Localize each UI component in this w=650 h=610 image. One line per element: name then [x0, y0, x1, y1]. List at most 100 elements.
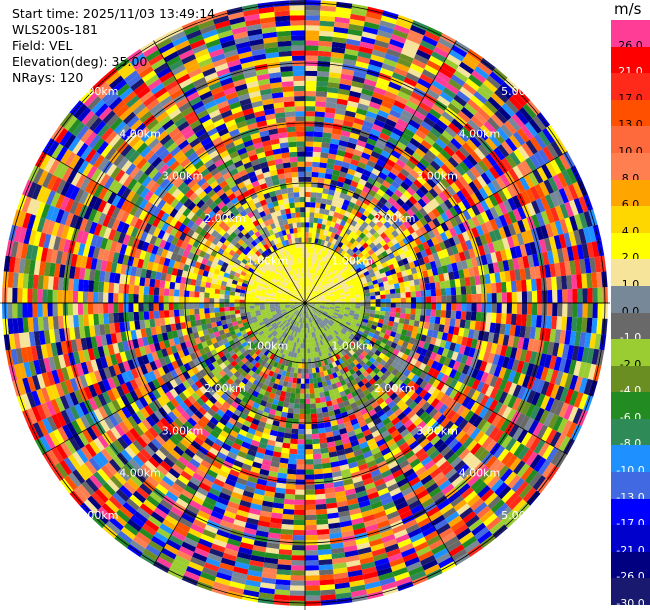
radar-gate: [317, 382, 323, 388]
radar-gate: [272, 331, 278, 337]
radar-gate: [366, 438, 377, 446]
radar-gate: [501, 186, 512, 200]
radar-gate: [497, 106, 512, 121]
radar-gate: [236, 404, 245, 413]
radar-gate: [331, 285, 337, 290]
radar-gate: [449, 368, 458, 379]
radar-gate: [545, 429, 557, 445]
radar-gate: [312, 156, 321, 163]
radar-gate: [185, 532, 201, 543]
radar-gate: [348, 289, 355, 294]
radar-gate: [419, 171, 430, 182]
radar-gate: [398, 282, 405, 288]
radar-gate: [238, 381, 246, 389]
radar-gate: [474, 66, 490, 80]
radar-gate: [524, 267, 531, 280]
radar-gate: [327, 446, 337, 453]
radar-gate: [375, 356, 383, 364]
radar-gate: [329, 532, 343, 539]
radar-gate: [479, 394, 490, 407]
radar-gate: [263, 356, 270, 363]
radar-gate: [388, 154, 399, 164]
radar-gate: [383, 280, 389, 287]
radar-gate: [485, 209, 495, 221]
radar-gate: [292, 529, 305, 536]
radar-gate: [548, 236, 557, 251]
radar-gate: [380, 224, 388, 232]
radar-gate: [393, 317, 400, 323]
radar-gate: [415, 188, 426, 199]
radar-gate: [306, 277, 308, 283]
radar-gate: [422, 35, 438, 47]
radar-gate: [286, 412, 294, 419]
radar-gate: [126, 478, 140, 491]
radar-gate: [326, 315, 332, 320]
radar-gates: [2, 0, 608, 606]
radar-gate: [322, 365, 327, 372]
radar-gate: [333, 322, 339, 327]
radar-gate: [325, 270, 331, 276]
radar-gate: [596, 318, 603, 335]
radar-gate: [504, 270, 511, 282]
radar-gate: [279, 342, 285, 348]
radar-gate: [194, 547, 210, 558]
radar-gate: [458, 222, 467, 234]
radar-gate: [399, 313, 406, 319]
radar-gate: [108, 458, 122, 472]
radar-gate: [313, 357, 318, 363]
radar-gate: [479, 234, 488, 246]
radar-gate: [370, 543, 385, 552]
radar-gate: [333, 292, 340, 296]
radar-gate: [455, 243, 464, 254]
radar-gate: [325, 497, 337, 504]
radar-gate: [139, 407, 150, 419]
radar-gate: [271, 336, 277, 343]
radar-gate: [402, 43, 418, 54]
radar-gate: [354, 187, 363, 195]
radar-gate: [424, 283, 431, 291]
radar-gate: [318, 293, 324, 297]
radar-gate: [344, 194, 353, 202]
radar-gate: [408, 319, 415, 327]
radar-gate: [207, 408, 216, 417]
radar-gate: [370, 447, 381, 456]
radar-gate: [314, 331, 318, 337]
radar-gate: [348, 287, 354, 292]
radar-gate: [288, 453, 298, 460]
radar-gate: [556, 316, 563, 330]
radar-gate: [381, 469, 393, 479]
radar-gate: [435, 205, 445, 215]
radar-gate: [324, 117, 335, 124]
radar-gate: [339, 296, 346, 300]
radar-gate: [295, 489, 305, 495]
radar-gate: [342, 286, 349, 291]
radar-gate: [387, 217, 396, 226]
radar-gate: [438, 527, 454, 540]
radar-gate: [361, 472, 372, 481]
radar-gate: [556, 276, 563, 290]
radar-gate: [306, 262, 310, 268]
radar-gate: [434, 316, 441, 325]
radar-gate: [320, 315, 325, 320]
radar-gate: [305, 308, 307, 314]
radar-gate: [361, 279, 368, 285]
radar-gate: [216, 451, 227, 461]
radar-gate: [314, 299, 320, 301]
radar-gate: [451, 45, 468, 58]
radar-gate: [314, 207, 320, 214]
radar-gate: [524, 242, 533, 256]
radar-gate: [453, 270, 460, 280]
radar-gate: [436, 414, 447, 425]
radar-gate: [470, 338, 478, 349]
radar-gate: [373, 552, 388, 562]
radar-gate: [334, 577, 350, 585]
radar-gate: [551, 276, 558, 290]
radar-gate: [305, 156, 313, 162]
radar-gate: [563, 185, 574, 202]
radar-gate: [475, 392, 485, 404]
radar-gate: [148, 426, 159, 439]
radar-gate: [257, 351, 264, 358]
radar-gate: [361, 566, 377, 575]
radar-gate: [337, 235, 343, 242]
radar-gate: [264, 490, 275, 498]
